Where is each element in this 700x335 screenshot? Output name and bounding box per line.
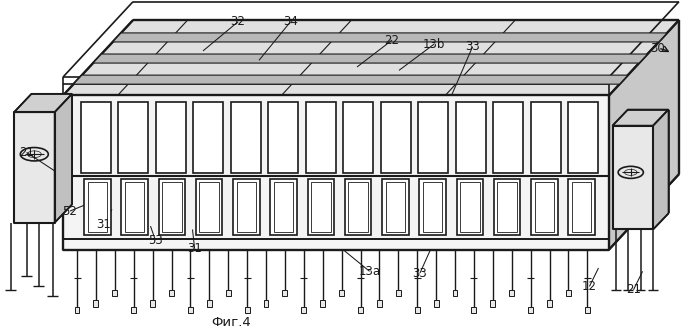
Bar bbox=[396, 290, 401, 296]
Bar bbox=[585, 307, 589, 313]
Bar bbox=[306, 102, 336, 173]
Text: 12: 12 bbox=[582, 280, 597, 293]
Bar bbox=[497, 182, 517, 232]
Bar bbox=[339, 290, 344, 296]
Bar bbox=[237, 182, 256, 232]
Bar bbox=[193, 102, 223, 173]
Bar bbox=[423, 182, 442, 232]
Bar bbox=[88, 182, 107, 232]
Bar bbox=[118, 102, 148, 173]
Polygon shape bbox=[612, 110, 668, 126]
Bar bbox=[188, 307, 193, 313]
Bar bbox=[268, 102, 298, 173]
Polygon shape bbox=[14, 112, 55, 223]
Bar bbox=[528, 307, 533, 313]
Bar bbox=[343, 102, 373, 173]
Bar bbox=[199, 182, 219, 232]
Bar bbox=[156, 102, 186, 173]
Bar bbox=[311, 182, 330, 232]
Polygon shape bbox=[14, 94, 72, 112]
Bar bbox=[531, 102, 561, 173]
Bar bbox=[566, 290, 571, 296]
Bar bbox=[245, 307, 249, 313]
Bar bbox=[132, 307, 136, 313]
Text: 31: 31 bbox=[96, 218, 111, 231]
Bar bbox=[302, 307, 307, 313]
Polygon shape bbox=[612, 126, 653, 229]
Bar bbox=[381, 102, 411, 173]
Bar bbox=[94, 300, 98, 307]
Text: 21: 21 bbox=[19, 146, 34, 159]
Bar bbox=[150, 300, 155, 307]
Polygon shape bbox=[113, 33, 667, 42]
Bar bbox=[547, 300, 552, 307]
Text: 53: 53 bbox=[148, 234, 163, 247]
Polygon shape bbox=[93, 54, 648, 63]
Text: 52: 52 bbox=[62, 205, 78, 217]
Bar bbox=[419, 179, 446, 235]
Bar bbox=[274, 182, 293, 232]
Text: 33: 33 bbox=[412, 267, 428, 279]
Bar bbox=[270, 179, 297, 235]
Text: Фиг.4: Фиг.4 bbox=[211, 316, 251, 329]
Bar bbox=[263, 300, 269, 307]
Bar bbox=[472, 307, 476, 313]
Bar bbox=[125, 182, 144, 232]
Bar bbox=[345, 179, 372, 235]
Bar bbox=[494, 179, 520, 235]
Bar bbox=[377, 300, 382, 307]
Bar bbox=[493, 102, 523, 173]
Bar bbox=[568, 102, 598, 173]
Bar bbox=[81, 102, 111, 173]
Bar bbox=[169, 290, 174, 296]
Bar bbox=[386, 182, 405, 232]
Bar bbox=[490, 300, 496, 307]
Bar bbox=[572, 182, 592, 232]
Bar bbox=[196, 179, 223, 235]
Bar bbox=[231, 102, 261, 173]
Bar bbox=[121, 179, 148, 235]
Bar bbox=[460, 182, 480, 232]
Bar bbox=[510, 290, 514, 296]
Text: 34: 34 bbox=[283, 15, 298, 28]
Text: 33: 33 bbox=[465, 41, 480, 53]
Bar bbox=[233, 179, 260, 235]
Text: 22: 22 bbox=[384, 34, 400, 47]
Bar bbox=[535, 182, 554, 232]
Bar bbox=[414, 307, 419, 313]
Polygon shape bbox=[63, 95, 609, 250]
Text: 31: 31 bbox=[187, 242, 202, 255]
Polygon shape bbox=[63, 20, 679, 95]
Bar bbox=[74, 307, 80, 313]
Bar bbox=[456, 102, 486, 173]
Bar bbox=[112, 290, 118, 296]
Polygon shape bbox=[55, 94, 72, 223]
Bar bbox=[382, 179, 409, 235]
Bar bbox=[307, 179, 334, 235]
Bar bbox=[84, 179, 111, 235]
Text: 30: 30 bbox=[650, 42, 666, 55]
Bar bbox=[207, 300, 211, 307]
Bar bbox=[456, 179, 483, 235]
Bar bbox=[453, 290, 458, 296]
Bar bbox=[358, 307, 363, 313]
Bar bbox=[568, 179, 595, 235]
Bar bbox=[434, 300, 438, 307]
Polygon shape bbox=[609, 20, 679, 250]
Bar bbox=[162, 182, 182, 232]
Bar bbox=[225, 290, 231, 296]
Polygon shape bbox=[74, 75, 628, 84]
Bar bbox=[418, 102, 448, 173]
Bar bbox=[349, 182, 368, 232]
Bar bbox=[321, 300, 325, 307]
Text: 32: 32 bbox=[230, 15, 246, 28]
Bar bbox=[159, 179, 186, 235]
Text: 21: 21 bbox=[626, 283, 641, 296]
Bar bbox=[282, 290, 287, 296]
Polygon shape bbox=[653, 110, 668, 229]
Text: 13a: 13a bbox=[358, 265, 381, 278]
Bar bbox=[531, 179, 558, 235]
Text: 13b: 13b bbox=[423, 38, 445, 51]
